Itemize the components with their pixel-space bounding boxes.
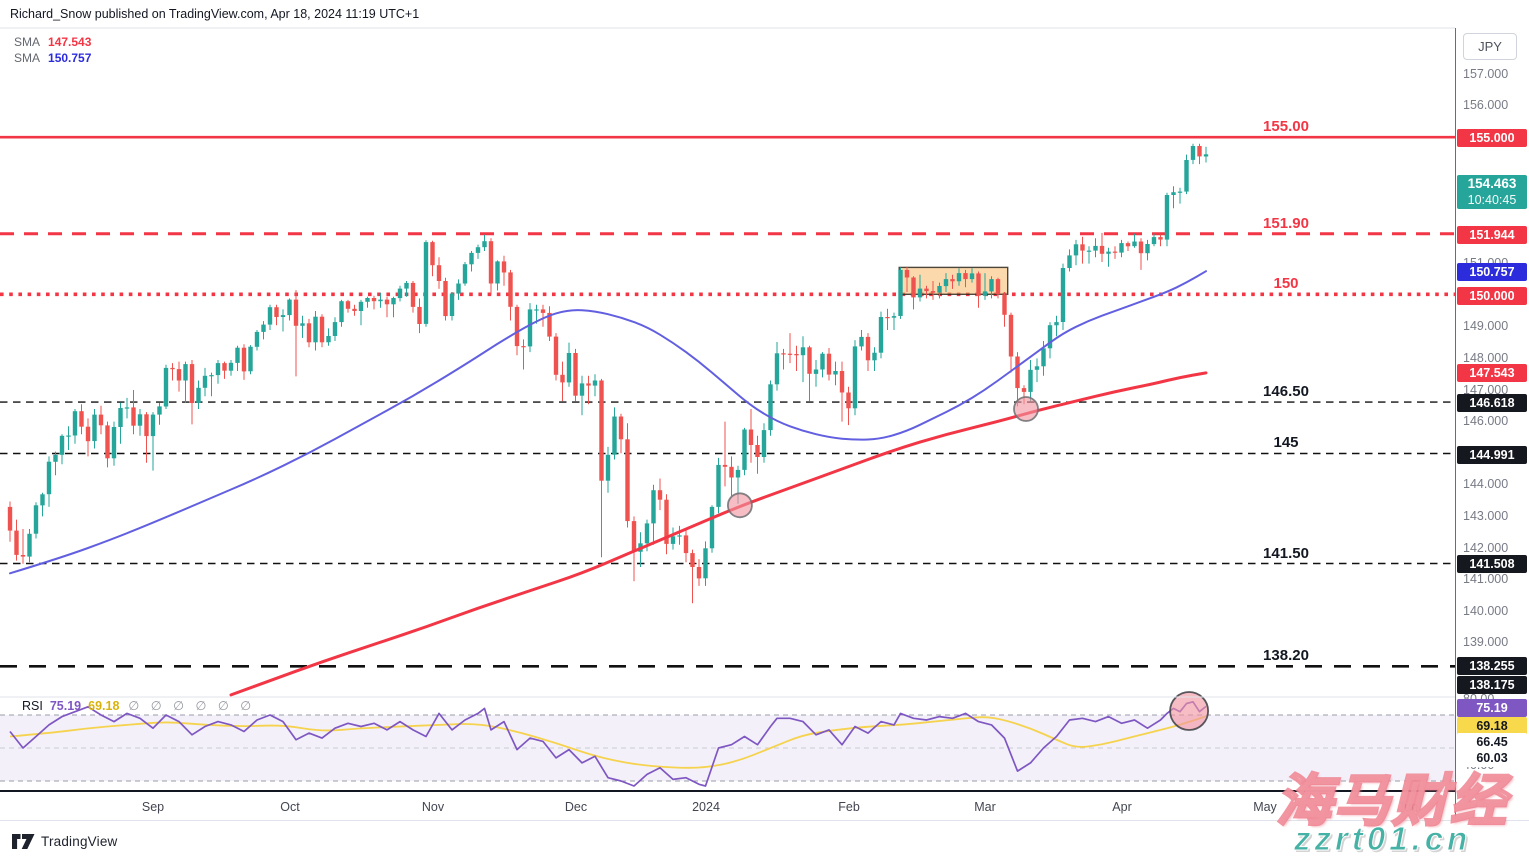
time-tick-May: May [1253,800,1277,814]
currency-toggle-button[interactable]: JPY [1463,33,1517,60]
axis-badge-60.03: 60.03 [1457,749,1527,767]
last-price-badge: 154.463 10:40:45 [1457,175,1527,209]
price-tick-142.000: 142.000 [1463,541,1509,555]
level-label-150[interactable]: 150 [1273,275,1299,292]
price-tick-140.000: 140.000 [1463,604,1509,618]
sma-legend-value: 150.757 [48,51,92,65]
axis-badge-151.944: 151.944 [1457,226,1527,244]
level-label-145[interactable]: 145 [1273,434,1299,451]
price-tick-146.000: 146.000 [1463,414,1509,428]
axis-badge-155.000: 155.000 [1457,129,1527,147]
bar-countdown: 10:40:45 [1467,193,1517,207]
tradingview-logo-icon [12,833,35,849]
watermark-url: zzrt01.cn [1293,820,1472,858]
page-title: Richard_Snow published on TradingView.co… [10,7,420,21]
level-label-146.50[interactable]: 146.50 [1263,383,1309,400]
price-tick-139.000: 139.000 [1463,635,1509,649]
annotation-circle-2[interactable] [1013,396,1039,422]
rsi-legend-label: RSI [22,699,43,713]
watermark-cn: 海马财经 [1275,768,1508,834]
price-tick-148.000: 148.000 [1463,351,1509,365]
axis-badge-69.18: 69.18 [1457,717,1527,735]
time-tick-Oct: Oct [280,800,300,814]
axis-badge-141.508: 141.508 [1457,555,1527,573]
sma-fast-line[interactable] [9,270,1207,575]
time-tick-Mar: Mar [974,800,996,814]
axis-badge-138.175: 138.175 [1457,676,1527,694]
rsi-value: 75.19 [49,699,82,713]
sma-legend-value: 147.543 [48,35,92,49]
time-tick-Jun: Jun [1397,800,1419,814]
tradingview-attribution[interactable]: TradingView [12,831,118,851]
price-tick-144.000: 144.000 [1463,477,1509,491]
candle-bodies-down [7,146,1202,579]
rsi-line[interactable] [9,700,1207,787]
time-tick-2024: 2024 [692,800,720,814]
sma-slow-line[interactable] [229,371,1208,697]
axis-badge-150.757: 150.757 [1457,263,1527,281]
price-tick-141.000: 141.000 [1463,572,1509,586]
time-tick-Feb: Feb [838,800,860,814]
level-label-141.50[interactable]: 141.50 [1263,545,1309,562]
axis-badge-150.000: 150.000 [1457,287,1527,305]
price-tick-157.000: 157.000 [1463,67,1509,81]
price-tick-149.000: 149.000 [1463,319,1509,333]
time-tick-Nov: Nov [421,800,445,814]
rsi-empty-params: ∅ ∅ ∅ ∅ ∅ ∅ [128,699,256,713]
chart-canvas[interactable] [0,0,1455,820]
axis-badge-144.991: 144.991 [1457,446,1527,464]
axis-badge-66.45: 66.45 [1457,733,1527,751]
sma-legend-label: SMA [14,35,41,49]
last-price: 154.463 [1467,176,1517,191]
sma-legend-label: SMA [14,51,41,65]
candle-bodies-up [27,146,1209,579]
sma-legend-row-2[interactable]: SMA 150.757 [14,51,91,65]
candle-wicks-up [29,143,1207,586]
axis-badge-146.618: 146.618 [1457,394,1527,412]
rsi-ma-value: 69.18 [88,699,120,713]
time-tick-Sep: Sep [141,800,165,814]
level-label-138.20[interactable]: 138.20 [1263,647,1309,664]
price-tick-156.000: 156.000 [1463,98,1509,112]
price-tick-147.000: 147.000 [1463,383,1509,397]
sma-legend-row-1[interactable]: SMA 147.543 [14,35,91,49]
price-axis[interactable]: JPY 157.000156.000153.000151.000149.0001… [1455,28,1529,820]
candle-wicks-down [9,143,1200,604]
axis-bottom-border [0,820,1529,821]
axis-badge-75.19: 75.19 [1457,699,1527,717]
time-axis[interactable]: Sep Oct Nov Dec 2024 Feb Mar Apr May Jun [0,792,1455,820]
axis-badge-147.543: 147.543 [1457,364,1527,382]
price-tick-143.000: 143.000 [1463,509,1509,523]
axis-badge-138.255: 138.255 [1457,657,1527,675]
level-label-151.90[interactable]: 151.90 [1263,215,1309,232]
annotation-circle-1[interactable] [727,492,753,519]
rsi-ma-line[interactable] [9,715,1207,769]
annotation-circle-3[interactable] [1169,691,1209,731]
time-tick-Apr: Apr [1112,800,1132,814]
time-tick-Dec: Dec [564,800,588,814]
tradingview-logo-text: TradingView [41,833,118,849]
rsi-legend-row[interactable]: RSI 75.19 69.18 ∅ ∅ ∅ ∅ ∅ ∅ [22,698,255,713]
level-label-155.00[interactable]: 155.00 [1263,118,1309,135]
